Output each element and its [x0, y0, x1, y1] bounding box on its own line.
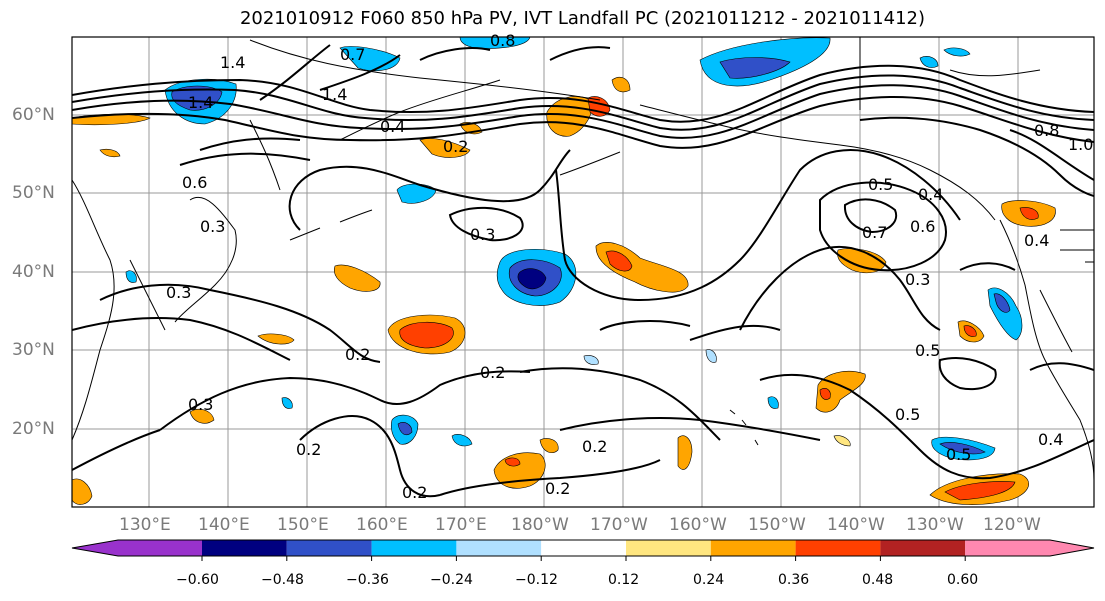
lon-label: 130°E — [119, 515, 171, 535]
colorbar-tick-label: −0.48 — [261, 572, 304, 588]
contour-label: 1.0 — [1068, 135, 1093, 154]
colorbar-bin — [880, 540, 966, 556]
lon-label: 170°E — [435, 515, 487, 535]
contour-label: 0.6 — [910, 217, 935, 236]
colorbar-extend-low — [72, 540, 118, 556]
colorbar — [71, 539, 1095, 561]
contour-label: 0.5 — [868, 175, 893, 194]
contour-label: 0.3 — [470, 225, 495, 244]
contour-label: 0.3 — [905, 270, 930, 289]
lat-label: 50°N — [12, 183, 55, 203]
contour-label: 0.8 — [490, 31, 515, 50]
colorbar-tick-label: 0.48 — [862, 572, 894, 588]
contour-label: 0.7 — [862, 223, 887, 242]
colorbar-bin — [456, 540, 542, 556]
colorbar-bin — [371, 540, 457, 556]
lon-label: 160°W — [669, 515, 727, 535]
map-frame — [71, 36, 1095, 508]
colorbar-bin — [202, 540, 287, 556]
colorbar-tick-label: 0.24 — [693, 572, 725, 588]
contour-label: 0.7 — [340, 45, 365, 64]
contour-label: 0.3 — [166, 283, 191, 302]
colorbar-bin — [118, 540, 203, 556]
colorbar-tick-label: 0.36 — [778, 572, 810, 588]
colorbar-bin — [286, 540, 372, 556]
colorbar-bin — [965, 540, 1050, 556]
lon-label: 140°W — [827, 515, 885, 535]
contour-label: 0.2 — [545, 479, 570, 498]
lat-label: 30°N — [12, 340, 55, 360]
contour-label: 0.2 — [582, 437, 607, 456]
contour-label: 0.2 — [480, 363, 505, 382]
contour-label: 0.4 — [380, 117, 405, 136]
contour-label: 0.4 — [918, 185, 943, 204]
colorbar-bin — [541, 540, 626, 556]
contour-label: 0.6 — [182, 173, 207, 192]
lat-label: 40°N — [12, 262, 55, 282]
lat-label: 20°N — [12, 419, 55, 439]
lon-label: 160°E — [356, 515, 408, 535]
colorbar-tick-label: 0.60 — [947, 572, 979, 588]
contour-label: 0.5 — [895, 405, 920, 424]
contour-label: 1.4 — [220, 53, 245, 72]
lon-label: 140°E — [198, 515, 250, 535]
contour-label: 0.4 — [1024, 231, 1049, 250]
contour-label: 0.8 — [1034, 121, 1059, 140]
lon-label: 170°W — [590, 515, 648, 535]
colorbar-tick-label: 0.12 — [608, 572, 640, 588]
lon-label: 130°W — [906, 515, 964, 535]
contour-label: 0.5 — [915, 341, 940, 360]
colorbar-tick-label: −0.36 — [346, 572, 389, 588]
lon-label: 150°W — [748, 515, 806, 535]
contour-label: 0.2 — [345, 345, 370, 364]
colorbar-tick-label: −0.24 — [430, 572, 473, 588]
contour-label: 0.2 — [443, 137, 468, 156]
colorbar-bin — [795, 540, 881, 556]
colorbar-extend-high — [1050, 540, 1094, 556]
contour-label: 1.4 — [188, 93, 213, 112]
lon-label: 150°E — [277, 515, 329, 535]
contour-label: 0.2 — [296, 440, 321, 459]
colorbar-bin — [626, 540, 711, 556]
lat-label: 60°N — [12, 105, 55, 125]
contour-label: 0.5 — [946, 445, 971, 464]
contour-label: 0.2 — [402, 483, 427, 502]
map-title: 2021010912 F060 850 hPa PV, IVT Landfall… — [239, 8, 926, 29]
lon-label: 120°W — [983, 515, 1041, 535]
contour-label: 0.4 — [1038, 430, 1063, 449]
contour-label: 0.3 — [200, 217, 225, 236]
colorbar-tick-label: −0.12 — [515, 572, 558, 588]
contour-label: 1.4 — [322, 85, 347, 104]
lon-label: 180°W — [511, 515, 569, 535]
pv-contours — [72, 44, 1094, 498]
contour-label: 0.3 — [188, 395, 213, 414]
colorbar-bin — [710, 540, 796, 556]
colorbar-tick-label: −0.60 — [176, 572, 219, 588]
